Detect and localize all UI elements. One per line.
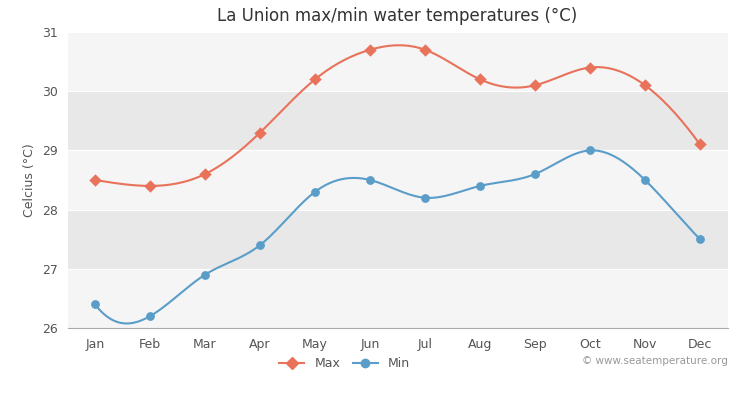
Point <box>639 177 651 183</box>
Bar <box>68 32 728 91</box>
Text: © www.seatemperature.org: © www.seatemperature.org <box>582 356 728 366</box>
Point <box>309 76 321 82</box>
Point <box>474 183 486 189</box>
Point <box>364 46 376 53</box>
Legend: Max, Min: Max, Min <box>274 352 415 375</box>
Bar <box>68 210 728 269</box>
Point <box>529 82 541 88</box>
Point <box>639 82 651 88</box>
Point <box>89 301 101 308</box>
Point <box>584 147 596 154</box>
Point <box>584 64 596 71</box>
Y-axis label: Celcius (°C): Celcius (°C) <box>23 143 36 217</box>
Point <box>144 183 156 189</box>
Bar <box>68 91 728 150</box>
Point <box>694 236 706 242</box>
Point <box>144 313 156 319</box>
Point <box>364 177 376 183</box>
Point <box>199 272 211 278</box>
Bar <box>68 150 728 210</box>
Title: La Union max/min water temperatures (°C): La Union max/min water temperatures (°C) <box>217 7 578 25</box>
Point <box>89 177 101 183</box>
Point <box>694 141 706 148</box>
Point <box>419 46 431 53</box>
Point <box>199 171 211 177</box>
Bar <box>68 269 728 328</box>
Point <box>254 130 266 136</box>
Point <box>419 194 431 201</box>
Point <box>529 171 541 177</box>
Point <box>254 242 266 248</box>
Point <box>309 189 321 195</box>
Point <box>474 76 486 82</box>
